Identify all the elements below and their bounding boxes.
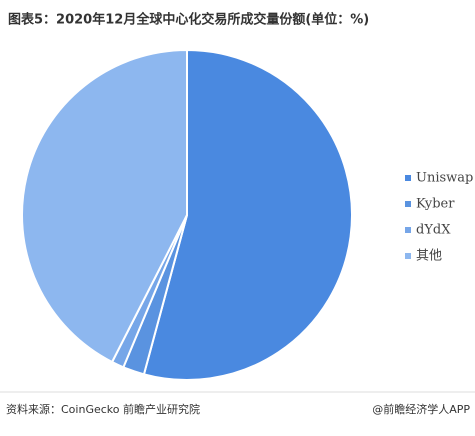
credit: @前瞻经济学人APP — [372, 402, 470, 416]
legend-label: Kyber — [416, 197, 455, 212]
legend-swatch — [405, 227, 411, 233]
legend-swatch — [405, 253, 411, 259]
pie-slice — [142, 48, 353, 381]
legend-label: dYdX — [416, 223, 451, 238]
legend-swatch — [405, 175, 411, 181]
legend-swatch — [405, 201, 411, 207]
source: 资料来源：CoinGecko 前瞻产业研究院 — [6, 402, 200, 416]
legend-label: 其他 — [416, 249, 442, 264]
pie-slice — [21, 48, 188, 364]
legend-label: Uniswap — [416, 171, 473, 186]
chart-title: 图表5：2020年12月全球中心化交易所成交量份额(单位：%) — [8, 12, 369, 28]
